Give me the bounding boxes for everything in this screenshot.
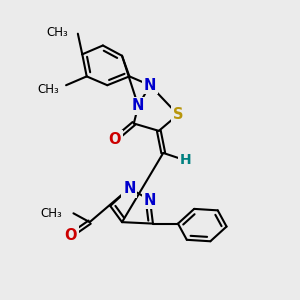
Text: O: O bbox=[108, 132, 121, 147]
Text: CH₃: CH₃ bbox=[38, 83, 59, 96]
Text: N: N bbox=[144, 193, 156, 208]
Text: N: N bbox=[123, 181, 136, 196]
Text: H: H bbox=[179, 153, 191, 167]
Text: CH₃: CH₃ bbox=[46, 26, 68, 39]
Text: CH₃: CH₃ bbox=[40, 207, 62, 220]
Text: O: O bbox=[64, 228, 77, 243]
Text: S: S bbox=[173, 107, 183, 122]
Text: N: N bbox=[132, 98, 144, 113]
Text: N: N bbox=[144, 78, 156, 93]
